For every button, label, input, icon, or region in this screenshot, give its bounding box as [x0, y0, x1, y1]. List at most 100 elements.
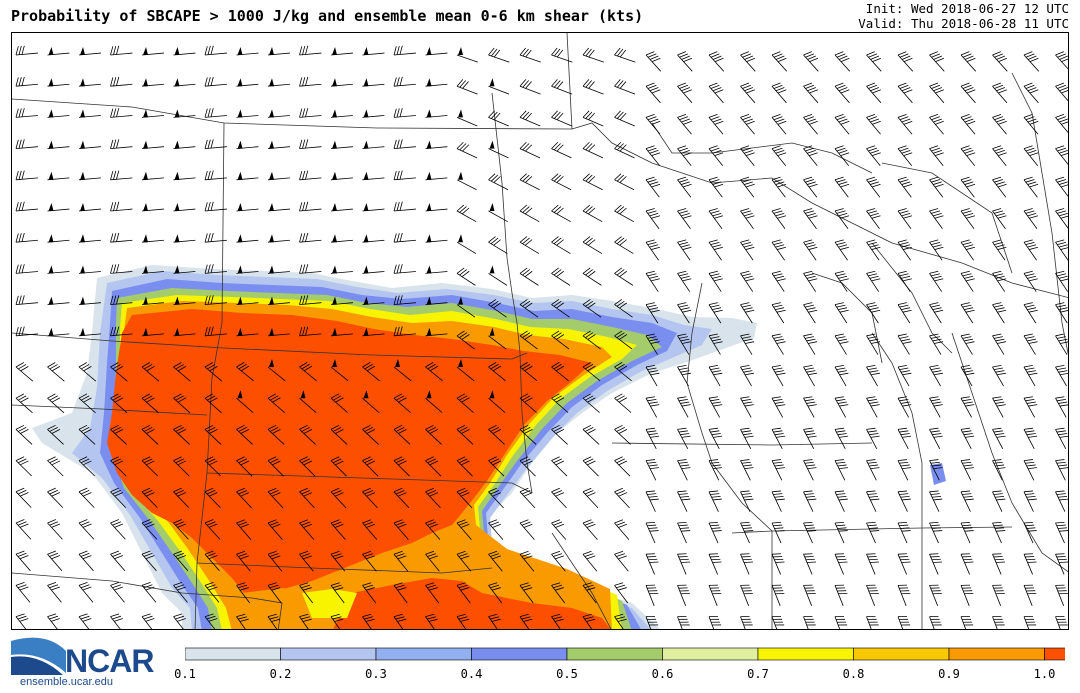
barb-feather — [996, 467, 1006, 470]
barb-feather — [207, 233, 211, 243]
barb-feather — [614, 173, 622, 181]
barb-feather — [399, 326, 403, 336]
barb-shaft — [1055, 366, 1067, 387]
barb-feather — [49, 552, 59, 557]
barb-feather — [614, 299, 623, 305]
barb-shaft — [708, 366, 721, 387]
barb-shaft — [110, 302, 133, 305]
barb-shaft — [141, 585, 157, 603]
wind-barb — [267, 78, 290, 87]
barb-shaft — [393, 429, 411, 445]
barb-shaft — [614, 522, 630, 540]
wind-barb — [330, 487, 347, 509]
barb-feather — [712, 181, 722, 185]
barb-feather — [837, 495, 847, 498]
barb-feather — [931, 116, 941, 121]
barb-feather — [777, 152, 787, 157]
wind-barb — [393, 139, 416, 149]
barb-feather — [459, 332, 468, 338]
barb-feather — [393, 327, 397, 336]
barb-feather — [491, 48, 498, 57]
wind-barb — [582, 330, 601, 350]
barb-feather — [679, 273, 689, 277]
barb-feather — [840, 183, 850, 188]
barb-feather — [83, 492, 92, 497]
barb-feather — [960, 396, 970, 399]
barb-feather — [614, 424, 623, 430]
barb-shaft — [519, 616, 530, 629]
barb-shaft — [740, 522, 750, 544]
colorbar-segment — [757, 647, 854, 661]
barb-feather — [1025, 399, 1035, 402]
barb-feather — [870, 404, 880, 407]
barb-feather — [929, 82, 939, 87]
barb-shaft — [1055, 304, 1068, 324]
barb-feather — [775, 244, 785, 248]
barb-feather — [647, 399, 657, 402]
barb-feather — [995, 401, 1005, 404]
barb-feather — [678, 367, 688, 370]
wind-barb — [47, 265, 70, 274]
barb-shaft — [834, 554, 844, 575]
barb-feather — [740, 521, 750, 524]
barb-shaft — [960, 210, 975, 229]
barb-feather — [173, 582, 183, 586]
barb-feather — [47, 613, 57, 617]
wind-barb — [47, 550, 63, 572]
barb-shaft — [15, 397, 33, 414]
barb-shaft — [299, 522, 315, 540]
colorbar-tick-label: 1.0 — [1033, 667, 1056, 681]
barb-feather — [1057, 210, 1067, 214]
barb-feather — [1029, 246, 1038, 250]
barb-feather — [710, 147, 720, 152]
barb-feather — [960, 459, 970, 461]
barb-feather — [207, 295, 211, 305]
barb-feather — [1056, 461, 1066, 464]
barb-feather — [714, 120, 724, 125]
barb-feather — [116, 76, 120, 86]
barb-feather — [742, 527, 752, 529]
barb-shaft — [803, 241, 817, 261]
barb-shaft — [15, 366, 34, 382]
barb-shaft — [110, 146, 133, 149]
barb-feather — [551, 456, 560, 461]
barb-shaft — [47, 397, 65, 414]
barb-feather — [175, 552, 185, 557]
barb-feather — [553, 395, 562, 401]
barb-feather — [1060, 278, 1068, 282]
barb-feather — [1023, 82, 1033, 87]
barb-feather — [680, 244, 690, 248]
barb-feather — [962, 273, 972, 277]
barb-feather — [805, 147, 815, 152]
barb-feather — [393, 171, 397, 180]
barb-shaft — [330, 366, 349, 382]
barb-feather — [396, 233, 400, 243]
barb-shaft — [551, 335, 570, 350]
wind-barb — [299, 326, 322, 337]
barb-feather — [838, 150, 848, 154]
barb-feather — [177, 397, 187, 403]
barb-feather — [806, 433, 816, 436]
barb-feather — [458, 553, 468, 557]
wind-barb — [960, 333, 975, 355]
barb-feather — [18, 108, 22, 118]
barb-shaft — [15, 83, 38, 87]
barb-feather — [745, 278, 755, 282]
barb-feather — [145, 618, 155, 622]
barb-feather — [556, 49, 564, 58]
barb-feather — [1058, 495, 1068, 498]
wind-barb — [866, 365, 880, 387]
barb-feather — [776, 372, 786, 376]
barb-feather — [490, 427, 499, 432]
wind-barb — [173, 613, 186, 629]
barb-feather — [362, 456, 371, 461]
barb-feather — [903, 120, 913, 125]
barb-feather — [678, 461, 688, 464]
barb-feather — [582, 613, 592, 617]
barb-shaft — [897, 179, 912, 198]
barb-feather — [960, 82, 970, 87]
barb-feather — [994, 304, 1003, 308]
barb-feather — [901, 87, 911, 92]
barb-feather — [271, 492, 281, 497]
barb-shaft — [708, 117, 724, 135]
